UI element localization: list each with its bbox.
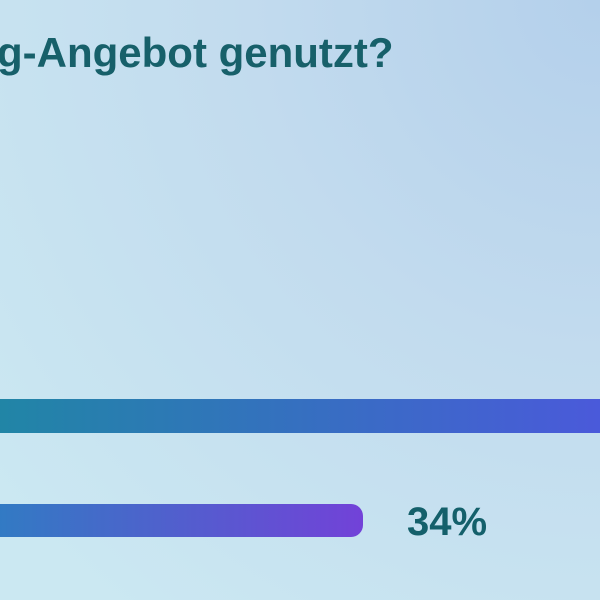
poll-bar-option-2-value-label: 34% bbox=[407, 500, 488, 544]
poll-question-title: g-Angebot genutzt? bbox=[0, 29, 394, 76]
poll-bar-option-2 bbox=[0, 504, 363, 537]
poll-bar-option-1 bbox=[0, 399, 600, 433]
